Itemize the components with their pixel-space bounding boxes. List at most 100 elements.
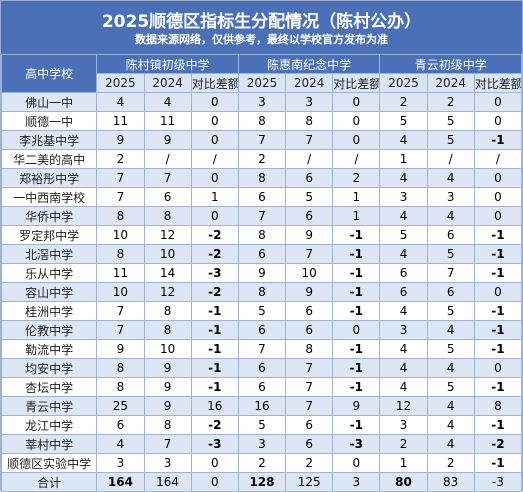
cell: 6 bbox=[285, 320, 334, 340]
cell: 0 bbox=[190, 206, 239, 226]
school-name: 北滘中学 bbox=[0, 244, 98, 264]
table-row: 均安中学 8 9 -1 6 7 -1 4 4 0 bbox=[0, 358, 523, 378]
cell: 125 bbox=[285, 472, 334, 492]
cell: -1 bbox=[332, 263, 381, 283]
cell: -1 bbox=[190, 358, 239, 378]
table-row: 桂洲中学 7 8 -1 5 6 -1 4 5 -1 bbox=[0, 301, 523, 321]
cell: -1 bbox=[332, 225, 381, 245]
table-row: 华侨中学 8 8 0 7 6 1 4 4 0 bbox=[0, 206, 523, 226]
cell: 8 bbox=[96, 358, 145, 378]
cell: 4 bbox=[426, 358, 475, 378]
cell: 0 bbox=[473, 168, 523, 188]
cell: 0 bbox=[190, 472, 239, 492]
cell: 5 bbox=[426, 301, 475, 321]
cell: 5 bbox=[237, 415, 287, 435]
cell: / bbox=[143, 149, 192, 169]
school-name: 青云中学 bbox=[0, 396, 98, 416]
cell: -3 bbox=[332, 434, 381, 454]
cell: 5 bbox=[285, 187, 334, 207]
cell: -1 bbox=[332, 358, 381, 378]
cell: 6 bbox=[426, 225, 475, 245]
cell: 9 bbox=[143, 377, 192, 397]
cell: 4 bbox=[96, 434, 145, 454]
cell: 8 bbox=[96, 377, 145, 397]
cell: 11 bbox=[96, 263, 145, 283]
title: 2025顺德区指标生分配情况（陈村公办） bbox=[101, 12, 422, 32]
cell: 0 bbox=[190, 453, 239, 473]
cell: 0 bbox=[473, 92, 523, 112]
sub-header: 对比差额 bbox=[332, 73, 381, 93]
cell: 7 bbox=[285, 130, 334, 150]
cell: 6 bbox=[237, 244, 287, 264]
cell: 9 bbox=[332, 396, 381, 416]
cell: 164 bbox=[96, 472, 145, 492]
cell: / bbox=[285, 149, 334, 169]
cell: 1 bbox=[332, 206, 381, 226]
school-name: 郑裕彤中学 bbox=[0, 168, 98, 188]
school-name: 桂洲中学 bbox=[0, 301, 98, 321]
cell: -1 bbox=[473, 453, 523, 473]
cell: 3 bbox=[237, 92, 287, 112]
cell: 0 bbox=[190, 130, 239, 150]
school-name: 均安中学 bbox=[0, 358, 98, 378]
cell: 7 bbox=[143, 434, 192, 454]
school-name: 合计 bbox=[0, 472, 98, 492]
table-row: 李兆基中学 9 9 0 7 7 0 4 5 -1 bbox=[0, 130, 523, 150]
cell: 0 bbox=[473, 282, 523, 302]
cell: 2 bbox=[285, 453, 334, 473]
cell: 6 bbox=[143, 187, 192, 207]
school-name: 乐从中学 bbox=[0, 263, 98, 283]
cell: 0 bbox=[332, 111, 381, 131]
cell: 1 bbox=[332, 187, 381, 207]
header: 2025顺德区指标生分配情况（陈村公办） 数据来源网络，仅供参考，最终以学校官方… bbox=[1, 1, 522, 54]
cell: 8 bbox=[237, 282, 287, 302]
cell: 1 bbox=[190, 187, 239, 207]
cell: 6 bbox=[426, 282, 475, 302]
cell: 7 bbox=[237, 206, 287, 226]
cell: 6 bbox=[285, 168, 334, 188]
cell: -1 bbox=[332, 244, 381, 264]
group-header-row: 高中学校 陈村镇初级中学 陈惠南纪念中学 青云初级中学 bbox=[0, 54, 522, 93]
cell: 25 bbox=[96, 396, 145, 416]
cell: -1 bbox=[473, 244, 523, 264]
table-row: 顺德一中 11 11 0 8 8 0 5 5 0 bbox=[0, 111, 523, 131]
table-row: 合计 164 164 0 128 125 3 80 83 -3 bbox=[0, 472, 523, 492]
cell: 3 bbox=[237, 434, 287, 454]
cell: 0 bbox=[332, 92, 381, 112]
school-name: 容山中学 bbox=[0, 282, 98, 302]
cell: 8 bbox=[237, 225, 287, 245]
cell: / bbox=[473, 149, 523, 169]
cell: 4 bbox=[426, 415, 475, 435]
cell: 4 bbox=[426, 434, 475, 454]
cell: 8 bbox=[237, 168, 287, 188]
sub-header: 2024 bbox=[285, 73, 334, 93]
cell: -1 bbox=[473, 130, 523, 150]
school-name: 李兆基中学 bbox=[0, 130, 98, 150]
cell: 4 bbox=[143, 92, 192, 112]
cell: 6 bbox=[285, 301, 334, 321]
cell: -1 bbox=[332, 415, 381, 435]
cell: -2 bbox=[190, 415, 239, 435]
cell: 2 bbox=[379, 92, 428, 112]
cell: 4 bbox=[379, 377, 428, 397]
cell: -1 bbox=[473, 320, 523, 340]
cell: 2 bbox=[332, 168, 381, 188]
sub-header: 2024 bbox=[426, 73, 475, 93]
cell: -3 bbox=[473, 472, 523, 492]
cell: 4 bbox=[426, 396, 475, 416]
cell: 0 bbox=[332, 320, 381, 340]
cell: 0 bbox=[473, 111, 523, 131]
cell: 14 bbox=[143, 263, 192, 283]
cell: -2 bbox=[473, 434, 523, 454]
cell: 10 bbox=[96, 225, 145, 245]
cell: -1 bbox=[473, 301, 523, 321]
cell: 0 bbox=[473, 187, 523, 207]
cell: 6 bbox=[285, 434, 334, 454]
school-name: 一中西南学校 bbox=[0, 187, 98, 207]
school-name: 华侨中学 bbox=[0, 206, 98, 226]
cell: 0 bbox=[190, 111, 239, 131]
school-name: 莘村中学 bbox=[0, 434, 98, 454]
cell: -3 bbox=[190, 263, 239, 283]
subtitle: 数据来源网络，仅供参考，最终以学校官方发布为准 bbox=[135, 33, 388, 46]
cell: -2 bbox=[190, 244, 239, 264]
